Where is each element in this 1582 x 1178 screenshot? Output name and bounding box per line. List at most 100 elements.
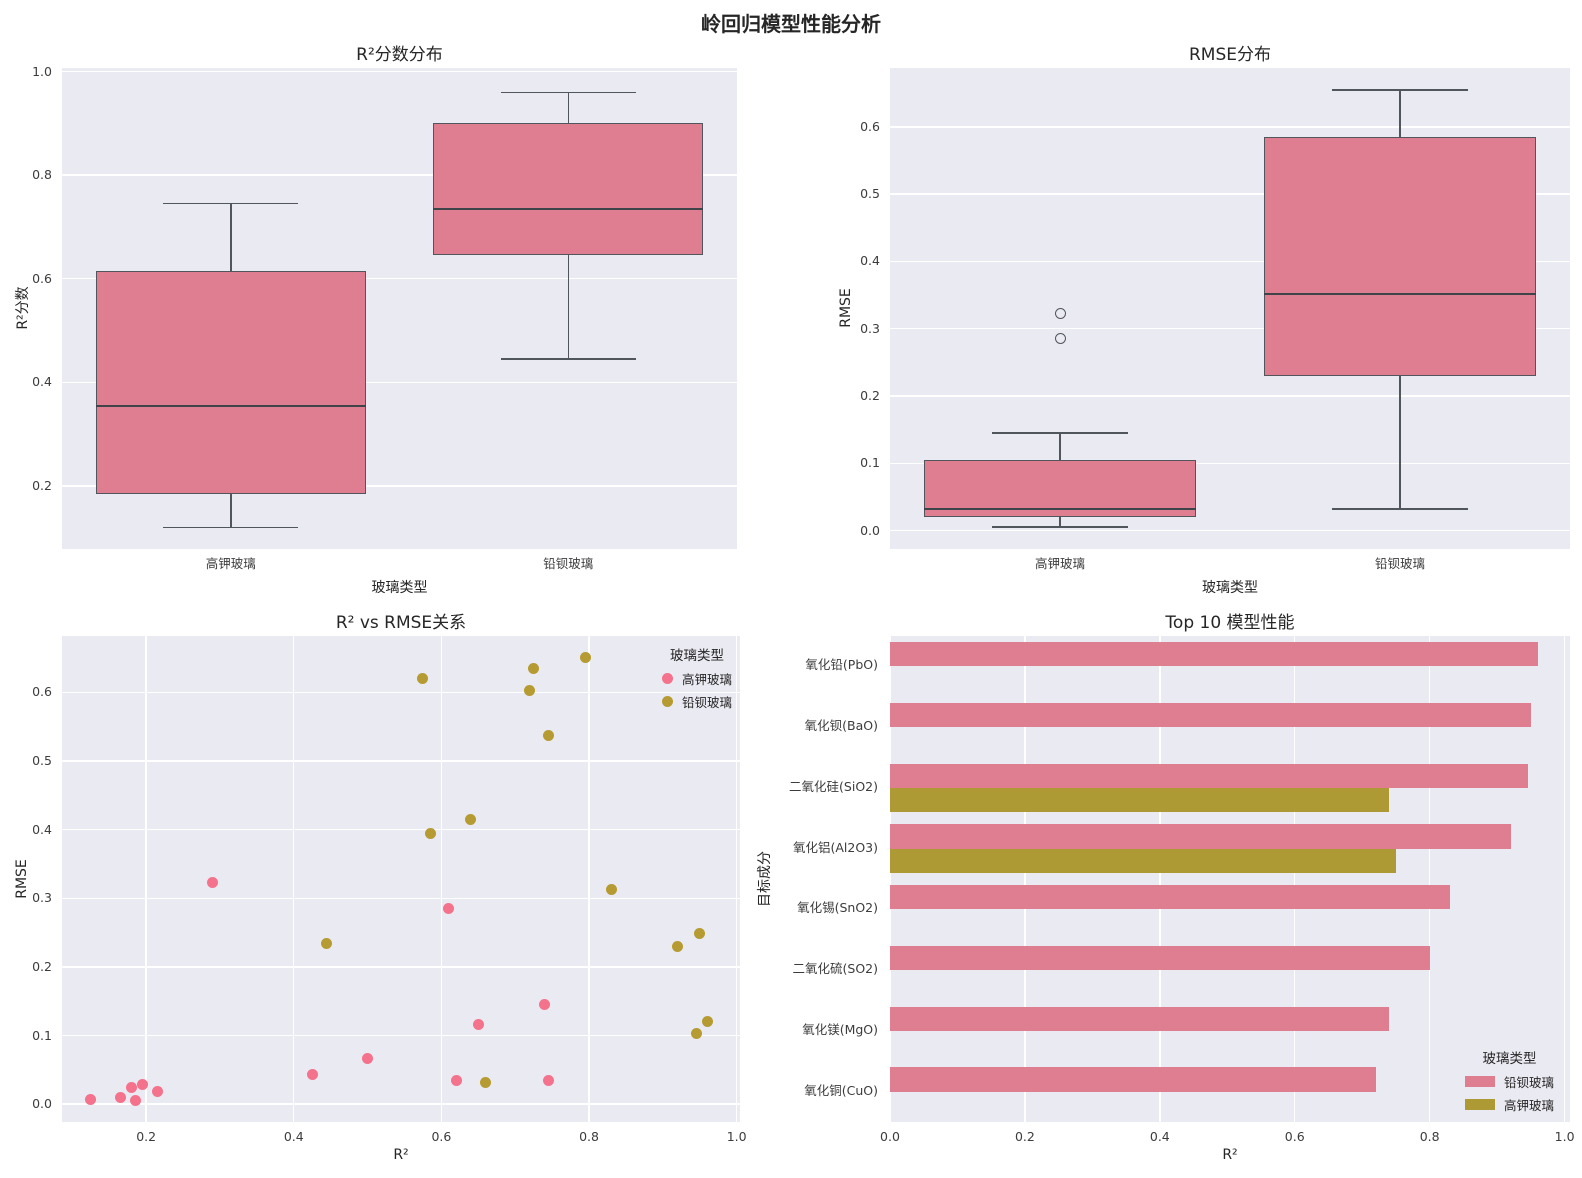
whisker-line: [567, 255, 569, 359]
x-tick-label: 铅钡玻璃: [1374, 556, 1425, 571]
whisker-line: [230, 203, 232, 271]
y-tick-label: 0.3: [32, 890, 52, 906]
scatter-point-铅钡玻璃: [701, 1015, 713, 1027]
x-tick-label: 0.6: [1284, 1129, 1305, 1144]
gridline: [890, 395, 1570, 397]
whisker-line: [1059, 432, 1061, 460]
gridline: [889, 636, 891, 1122]
y-tick-label: 1.0: [32, 63, 52, 79]
gridline: [62, 485, 737, 487]
y-tick-label: 0.1: [860, 455, 880, 471]
bar-氧化铜(CuO)-铅钡玻璃: [890, 1067, 1376, 1092]
y-tick-label: 0.5: [32, 752, 52, 768]
scatter-point-铅钡玻璃: [605, 884, 617, 896]
whisker-line: [1399, 375, 1401, 509]
bar-氧化钡(BaO)-铅钡玻璃: [890, 702, 1531, 728]
gridline: [890, 193, 1570, 195]
y-tick-label: 0.2: [32, 477, 52, 493]
gridline: [588, 636, 590, 1122]
gridline: [62, 897, 740, 899]
scatter-point-高钾玻璃: [542, 1075, 554, 1087]
y-tick-label: 0.2: [32, 958, 52, 974]
bar-category-label: 氧化铝(Al2O3): [792, 839, 878, 855]
bar-category-label: 氧化镁(MgO): [802, 1021, 878, 1037]
outlier-point: [1054, 307, 1066, 319]
scatter-point-高钾玻璃: [151, 1085, 163, 1097]
legend: 玻璃类型高钾玻璃铅钡玻璃: [661, 644, 732, 713]
y-tick-label: 0.4: [860, 253, 880, 269]
bar-category-label: 氧化锡(SnO2): [797, 900, 878, 916]
x-tick-label: 1.0: [726, 1129, 747, 1144]
gridline: [62, 278, 737, 280]
scatter-point-高钾玻璃: [125, 1082, 137, 1094]
legend-item: 高钾玻璃: [661, 667, 732, 690]
xlabel-rmse-box: 玻璃类型: [1202, 580, 1258, 596]
y-tick-label: 0.6: [32, 684, 52, 700]
legend-title: 玻璃类型: [669, 648, 724, 664]
bar-氧化铝(Al2O3)-铅钡玻璃: [890, 824, 1511, 849]
x-tick-label: 铅钡玻璃: [543, 556, 594, 571]
scatter-point-铅钡玻璃: [528, 662, 540, 674]
whisker-cap: [992, 526, 1128, 528]
gridline: [1294, 636, 1296, 1122]
y-tick-label: 0.6: [32, 270, 52, 286]
scatter-point-高钾玻璃: [114, 1091, 126, 1103]
xlabel-top10: R²: [1222, 1147, 1238, 1163]
median-line: [433, 207, 704, 210]
scatter-point-高钾玻璃: [129, 1094, 141, 1106]
median-line: [924, 507, 1196, 510]
gridline: [1563, 636, 1566, 1122]
legend: 玻璃类型 铅钡玻璃 高钾玻璃: [1464, 1047, 1554, 1116]
scatter-point-高钾玻璃: [85, 1093, 97, 1105]
scatter-point-高钾玻璃: [539, 999, 551, 1011]
gridline: [62, 174, 737, 176]
scatter-point-铅钡玻璃: [480, 1076, 492, 1088]
y-tick-label: 0.6: [860, 118, 880, 134]
whisker-line: [1059, 517, 1061, 528]
axes-scatter: 玻璃类型高钾玻璃铅钡玻璃: [62, 636, 740, 1122]
bar-category-label: 氧化钡(BaO): [804, 718, 878, 734]
whisker-cap: [163, 526, 299, 528]
x-tick-label: 0.8: [1419, 1129, 1440, 1144]
y-tick-label: 0.8: [32, 167, 52, 183]
legend-dot-marker: [661, 673, 673, 684]
gridline: [1024, 636, 1026, 1122]
scatter-point-铅钡玻璃: [690, 1027, 702, 1039]
bar-二氧化硅(SiO2)-铅钡玻璃: [890, 763, 1528, 788]
gridline: [890, 260, 1570, 263]
axes-top10-bar: 玻璃类型 铅钡玻璃 高钾玻璃: [889, 636, 1570, 1122]
x-tick-label: 0.2: [136, 1129, 157, 1144]
scatter-point-高钾玻璃: [362, 1053, 374, 1065]
gridline: [1159, 636, 1161, 1122]
scatter-point-高钾玻璃: [136, 1079, 148, 1091]
whisker-cap: [1332, 508, 1468, 510]
x-tick-label: 1.0: [1554, 1129, 1575, 1144]
xlabel-r2-box: 玻璃类型: [371, 580, 428, 596]
gridline: [735, 636, 738, 1122]
legend-item-label: 铅钡玻璃: [681, 695, 732, 710]
gridline: [62, 70, 737, 73]
y-tick-label: 0.4: [32, 374, 52, 390]
ylabel-top10: 目标成分: [757, 851, 773, 907]
median-line: [95, 404, 366, 407]
legend-title: 玻璃类型: [1482, 1051, 1537, 1067]
gridline: [62, 1034, 740, 1037]
box-铅钡玻璃: [1264, 136, 1536, 376]
y-tick-label: 0.0: [32, 1096, 52, 1112]
gridline: [293, 636, 295, 1122]
gridline: [62, 691, 740, 693]
y-tick-label: 0.3: [860, 320, 880, 336]
bar-category-label: 氧化铅(PbO): [805, 657, 878, 673]
scatter-point-铅钡玻璃: [579, 652, 591, 664]
bar-氧化铝(Al2O3)-高钾玻璃: [890, 848, 1396, 873]
main-title: 岭回归模型性能分析: [701, 12, 881, 36]
gridline: [62, 1103, 740, 1105]
x-tick-label: 0.6: [431, 1129, 452, 1144]
gridline: [62, 828, 740, 831]
gridline: [62, 381, 737, 383]
gridline: [890, 327, 1570, 330]
whisker-cap: [500, 358, 636, 360]
scatter-point-铅钡玻璃: [672, 940, 684, 952]
y-tick-label: 0.0: [860, 522, 880, 538]
y-tick-label: 0.2: [860, 387, 880, 403]
